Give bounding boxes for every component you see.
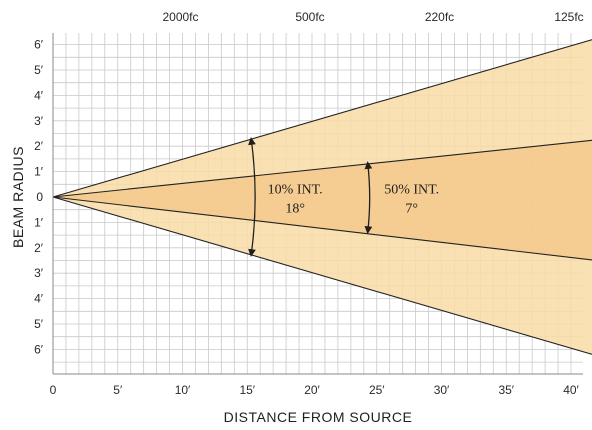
x-tick-labels: 0 5′ 10′ 15′ 20′ 25′ 30′ 35′ 40′ <box>50 383 580 397</box>
y-tick-label: 1′ <box>34 215 44 229</box>
y-tick-label: 3′ <box>34 266 44 280</box>
beam-edge-10pct-upper <box>52 39 592 198</box>
beam-edge-10pct-lower <box>52 196 592 355</box>
beam-annotations: 10% INT. 18° 50% INT. 7° <box>248 137 439 257</box>
label-10pct-int: 10% INT. <box>268 183 323 198</box>
footcandle-label: 2000fc <box>162 10 198 24</box>
y-tick-label: 3′ <box>34 114 44 128</box>
footcandle-label: 500fc <box>295 10 324 24</box>
y-tick-label: 4′ <box>34 88 44 102</box>
label-50pct-int: 50% INT. <box>384 183 439 198</box>
y-tick-labels: 6′ 5′ 4′ 3′ 2′ 1′ 0 1′ 2′ 3′ 4′ 5′ 6′ <box>34 38 44 357</box>
arrow-10pct <box>248 137 256 257</box>
y-tick-label: 1′ <box>34 165 44 179</box>
arrow-50pct <box>364 161 373 235</box>
footcandle-label: 220fc <box>425 10 454 24</box>
beam-area-50pct <box>53 140 592 260</box>
y-tick-label: 5′ <box>34 317 44 331</box>
x-tick-label: 25′ <box>369 383 385 397</box>
x-tick-label: 35′ <box>498 383 514 397</box>
y-axis-title: BEAM RADIUS <box>10 146 26 248</box>
x-tick-label: 5′ <box>113 383 123 397</box>
y-tick-label: 2′ <box>34 241 44 255</box>
label-18-degrees: 18° <box>285 202 305 217</box>
y-tick-label: 6′ <box>34 38 44 52</box>
y-tick-label: 0 <box>36 190 43 204</box>
footcandle-labels: 2000fc 500fc 220fc 125fc <box>162 10 583 24</box>
x-tick-label: 10′ <box>175 383 191 397</box>
y-tick-label: 2′ <box>34 139 44 153</box>
beam-edge-50pct-upper <box>52 139 592 198</box>
y-tick-label: 5′ <box>34 63 44 77</box>
label-7-degrees: 7° <box>405 202 418 217</box>
footcandle-label: 125fc <box>554 10 583 24</box>
x-tick-label: 40′ <box>563 383 579 397</box>
axes <box>52 33 583 375</box>
x-tick-label: 15′ <box>239 383 255 397</box>
beam-areas <box>52 39 592 355</box>
x-axis-title: DISTANCE FROM SOURCE <box>224 409 413 425</box>
y-tick-label: 6′ <box>34 342 44 356</box>
beam-edge-50pct-lower <box>52 196 592 261</box>
x-tick-label: 20′ <box>304 383 320 397</box>
y-tick-label: 4′ <box>34 292 44 306</box>
x-tick-label: 30′ <box>434 383 450 397</box>
x-tick-label: 0 <box>50 383 57 397</box>
